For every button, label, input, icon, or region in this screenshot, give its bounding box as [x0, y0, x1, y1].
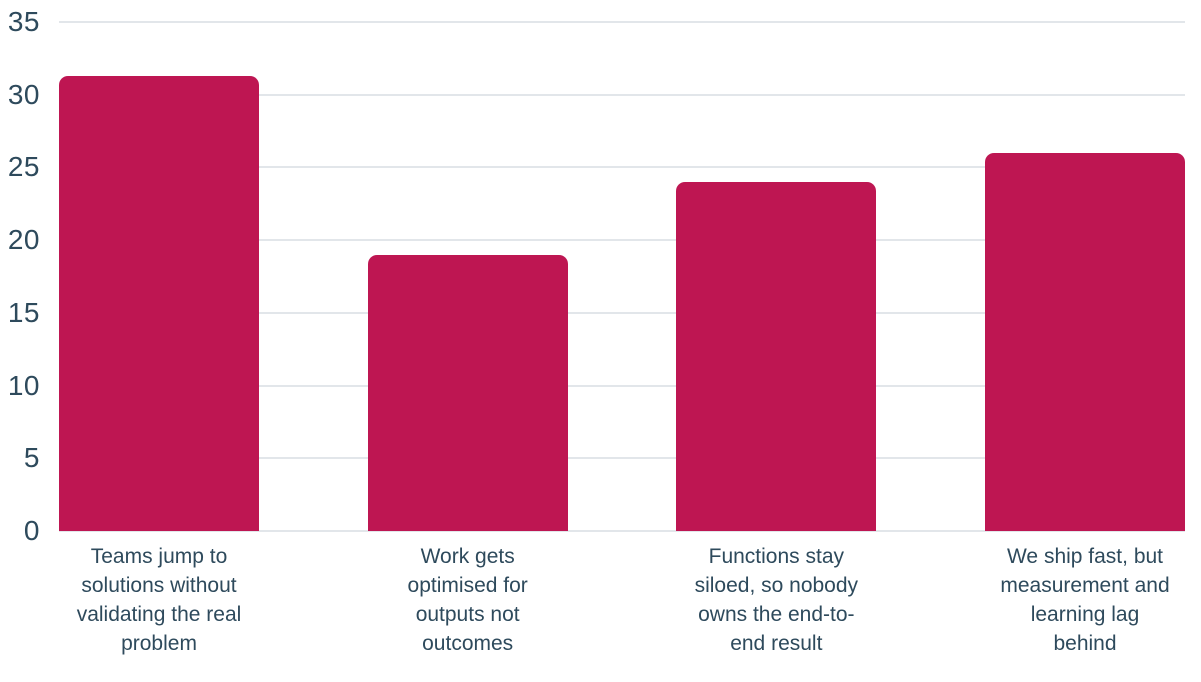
gridline-y-5: [59, 457, 1185, 460]
y-axis-tick-label: 25: [7, 151, 40, 183]
category-label-line: Teams jump to: [90, 545, 228, 568]
category-label-line: optimised for: [407, 574, 528, 597]
category-label-line: owns the end-to-: [698, 603, 855, 626]
category-label-line: validating the real: [76, 603, 242, 626]
bar-1: [59, 75, 259, 531]
category-label-2: Work gets optimised for outputs not outcome…: [338, 542, 598, 658]
bar-4: [985, 152, 1185, 531]
category-label-line: outputs not: [415, 603, 520, 626]
gridline-y-25: [59, 166, 1185, 169]
category-label-line: end result: [730, 632, 823, 655]
category-label-3: Functions stay siloed, so nobody owns the …: [646, 542, 906, 658]
category-label-line: problem: [121, 632, 197, 655]
y-axis-tick-label: 5: [23, 442, 40, 474]
category-label-line: measurement and: [1000, 574, 1170, 597]
plot-area: [59, 21, 1185, 532]
y-axis-tick-label: 30: [7, 78, 40, 110]
category-label-line: We ship fast, but: [1006, 545, 1164, 568]
category-label-line: Work gets: [420, 545, 515, 568]
category-label-line: outcomes: [422, 632, 514, 655]
y-axis-tick-label: 10: [7, 369, 40, 401]
category-label-line: learning lag: [1030, 603, 1140, 626]
gridline-y-30: [59, 93, 1185, 96]
gridline-y-0: [59, 530, 1185, 532]
category-label-4: We ship fast, but measurement and learning…: [955, 542, 1201, 658]
y-axis-tick-label: 35: [7, 6, 40, 37]
y-axis-tick-label: 15: [7, 296, 40, 328]
category-label-line: solutions without: [81, 574, 237, 597]
gridline-y-35: [59, 21, 1185, 23]
category-label-line: behind: [1053, 632, 1117, 655]
y-axis-tick-label: 20: [7, 224, 40, 256]
gridline-y-10: [59, 384, 1185, 387]
category-label-line: siloed, so nobody: [694, 574, 859, 597]
y-axis-tick-label: 0: [23, 515, 40, 546]
gridline-y-20: [59, 239, 1185, 242]
bar-3: [676, 181, 877, 531]
category-label-line: Functions stay: [708, 545, 845, 568]
gridline-y-15: [59, 311, 1185, 314]
bar-2: [367, 254, 568, 531]
category-label-1: Teams jump to solutions without validating…: [29, 542, 289, 658]
